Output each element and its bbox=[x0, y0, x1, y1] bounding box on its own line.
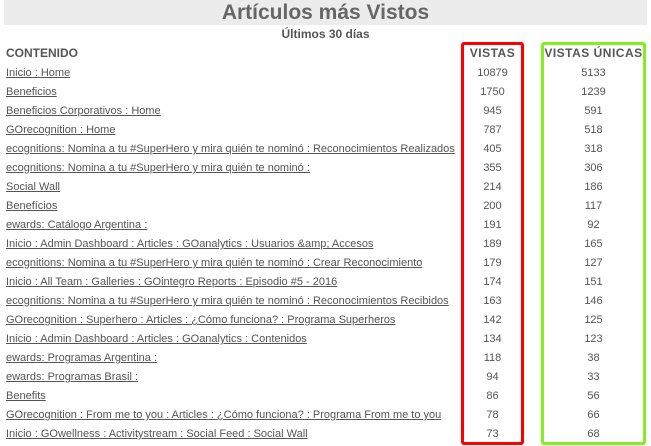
table-row: Inicio : Admin Dashboard : Articles : GO… bbox=[0, 235, 651, 254]
table-row: Benefits 86 56 bbox=[0, 387, 651, 406]
article-link[interactable]: ewards: Catálogo Argentina : bbox=[6, 219, 148, 231]
table-row: ewards: Catálogo Argentina : 191 92 bbox=[0, 216, 651, 235]
views-value: 355 bbox=[483, 162, 502, 174]
unique-views-value: 306 bbox=[584, 162, 603, 174]
views-value: 94 bbox=[486, 371, 499, 383]
unique-views-value: 591 bbox=[584, 105, 603, 117]
article-link[interactable]: Inicio : GOwellness : Activitystream : S… bbox=[6, 428, 308, 440]
views-value: 134 bbox=[483, 333, 502, 345]
views-value: 200 bbox=[483, 200, 502, 212]
article-link[interactable]: Inicio : All Team : Galleries : GOintegr… bbox=[6, 276, 338, 288]
article-link[interactable]: Inicio : Admin Dashboard : Articles : GO… bbox=[6, 238, 374, 250]
views-value: 214 bbox=[483, 181, 502, 193]
views-value: 174 bbox=[483, 276, 502, 288]
views-value: 189 bbox=[483, 238, 502, 250]
unique-views-value: 186 bbox=[584, 181, 603, 193]
table-row: Inicio : Admin Dashboard : Articles : GO… bbox=[0, 330, 651, 349]
article-link[interactable]: ecognitions: Nomina a tu #SuperHero y mi… bbox=[6, 257, 423, 269]
table-row: Beneficios Corporativos : Home 945 591 bbox=[0, 102, 651, 121]
table-row: ecognitions: Nomina a tu #SuperHero y mi… bbox=[0, 140, 651, 159]
unique-views-value: 1239 bbox=[581, 86, 606, 98]
unique-views-value: 68 bbox=[587, 428, 600, 440]
article-link[interactable]: ecognitions: Nomina a tu #SuperHero y mi… bbox=[6, 295, 449, 307]
views-value: 787 bbox=[483, 124, 502, 136]
unique-views-value: 117 bbox=[584, 200, 603, 212]
article-link[interactable]: Benefits bbox=[6, 390, 46, 402]
article-link[interactable]: Beneficios bbox=[6, 86, 57, 98]
article-link[interactable]: Inicio : Admin Dashboard : Articles : GO… bbox=[6, 333, 307, 345]
views-value: 163 bbox=[483, 295, 502, 307]
article-link[interactable]: GOrecognition : Home bbox=[6, 124, 116, 136]
table-row: ecognitions: Nomina a tu #SuperHero y mi… bbox=[0, 292, 651, 311]
views-value: 10879 bbox=[477, 67, 508, 79]
article-link[interactable]: Inicio : Home bbox=[6, 67, 71, 79]
unique-views-value: 146 bbox=[584, 295, 603, 307]
table-row: ecognitions: Nomina a tu #SuperHero y mi… bbox=[0, 159, 651, 178]
views-header: VISTAS bbox=[469, 46, 516, 60]
views-value: 78 bbox=[486, 409, 499, 421]
table-row: Inicio : Home 10879 5133 bbox=[0, 64, 651, 83]
period-subtitle: Últimos 30 días bbox=[281, 27, 370, 41]
unique-views-value: 5133 bbox=[581, 67, 606, 79]
table-row: GOrecognition : Superhero : Articles : ¿… bbox=[0, 311, 651, 330]
content-header: CONTENIDO bbox=[6, 46, 78, 60]
page-title: Artículos más Vistos bbox=[4, 0, 647, 25]
article-link[interactable]: GOrecognition : From me to you : Article… bbox=[6, 409, 442, 421]
unique-views-value: 92 bbox=[587, 219, 600, 231]
article-link[interactable]: GOrecognition : Superhero : Articles : ¿… bbox=[6, 314, 396, 326]
table-row: Inicio : GOwellness : Activitystream : S… bbox=[0, 425, 651, 444]
table-row: Social Wall 214 186 bbox=[0, 178, 651, 197]
table-row: Inicio : All Team : Galleries : GOintegr… bbox=[0, 273, 651, 292]
views-value: 945 bbox=[483, 105, 502, 117]
table-row: ecognitions: Nomina a tu #SuperHero y mi… bbox=[0, 254, 651, 273]
table-row: GOrecognition : Home 787 518 bbox=[0, 121, 651, 140]
views-value: 86 bbox=[486, 390, 499, 402]
unique-views-value: 165 bbox=[584, 238, 603, 250]
table-row: Benefícios 200 117 bbox=[0, 197, 651, 216]
unique-views-value: 127 bbox=[584, 257, 603, 269]
article-link[interactable]: Social Wall bbox=[6, 181, 60, 193]
table-row: GOrecognition : From me to you : Article… bbox=[0, 406, 651, 425]
views-value: 405 bbox=[483, 143, 502, 155]
article-link[interactable]: ecognitions: Nomina a tu #SuperHero y mi… bbox=[6, 162, 310, 174]
unique-views-value: 66 bbox=[587, 409, 600, 421]
unique-views-header: VISTAS ÚNICAS bbox=[544, 46, 643, 60]
views-value: 191 bbox=[483, 219, 502, 231]
unique-views-value: 518 bbox=[584, 124, 603, 136]
views-highlight-box bbox=[461, 42, 524, 445]
unique-views-highlight-box bbox=[541, 42, 646, 445]
table-row: Beneficios 1750 1239 bbox=[0, 83, 651, 102]
unique-views-value: 123 bbox=[584, 333, 603, 345]
article-link[interactable]: ewards: Programas Argentina : bbox=[6, 352, 158, 364]
unique-views-value: 38 bbox=[587, 352, 600, 364]
unique-views-value: 151 bbox=[584, 276, 603, 288]
views-value: 179 bbox=[483, 257, 502, 269]
views-value: 142 bbox=[483, 314, 502, 326]
article-link[interactable]: ewards: Programas Brasil : bbox=[6, 371, 139, 383]
unique-views-value: 56 bbox=[587, 390, 600, 402]
views-value: 73 bbox=[486, 428, 499, 440]
table-row: ewards: Programas Brasil : 94 33 bbox=[0, 368, 651, 387]
views-value: 118 bbox=[483, 352, 502, 364]
unique-views-value: 318 bbox=[584, 143, 603, 155]
unique-views-value: 125 bbox=[584, 314, 603, 326]
article-link[interactable]: ecognitions: Nomina a tu #SuperHero y mi… bbox=[6, 143, 455, 155]
unique-views-value: 33 bbox=[587, 371, 600, 383]
article-link[interactable]: Beneficios Corporativos : Home bbox=[6, 105, 161, 117]
table-row: ewards: Programas Argentina : 118 38 bbox=[0, 349, 651, 368]
views-value: 1750 bbox=[480, 86, 505, 98]
article-link[interactable]: Benefícios bbox=[6, 200, 58, 212]
